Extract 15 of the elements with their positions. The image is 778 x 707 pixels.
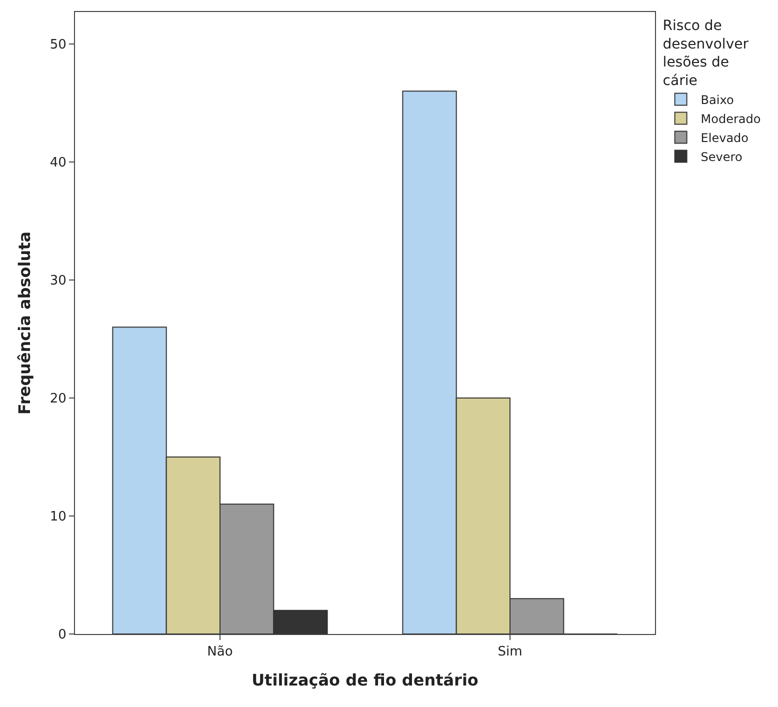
y-tick-label: 40 (50, 155, 66, 170)
x-tick-label: Sim (498, 644, 522, 660)
y-tick-label: 0 (58, 628, 66, 643)
y-tick-label: 30 (50, 273, 66, 288)
x-tick-label: Não (207, 644, 233, 660)
y-axis-title: Frequência absoluta (14, 231, 34, 415)
legend-label: Baixo (700, 92, 734, 107)
y-tick-label: 50 (50, 37, 66, 52)
legend-title: Risco de desenvolver lesões de cárie (662, 18, 749, 89)
legend-label: Severo (700, 150, 742, 164)
x-axis-title: Utilização de fio dentário (252, 670, 478, 690)
y-tick-label: 20 (50, 392, 66, 406)
legend-label: Elevado (700, 130, 749, 145)
legend-label: Moderado (700, 112, 761, 126)
y-tick-label: 10 (50, 510, 66, 525)
